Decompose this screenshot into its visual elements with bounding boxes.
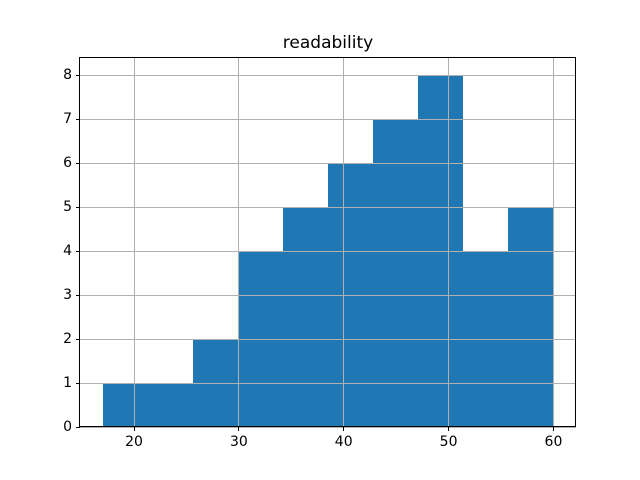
histogram-bar <box>102 383 148 428</box>
y-tick-label: 6 <box>63 155 72 172</box>
gridline-y <box>80 206 576 208</box>
y-tick-label: 0 <box>63 419 72 436</box>
gridline-y <box>80 250 576 252</box>
x-tick-label: 30 <box>229 434 248 451</box>
x-tick-label: 60 <box>544 434 563 451</box>
y-tick-label: 7 <box>63 111 72 128</box>
histogram-bar <box>147 383 193 428</box>
x-tick-mark <box>552 427 554 432</box>
gridline-x <box>238 57 240 428</box>
x-tick-mark <box>343 427 345 432</box>
y-tick-mark <box>76 206 80 208</box>
y-tick-label: 1 <box>63 375 72 392</box>
gridline-y <box>80 338 576 340</box>
gridline-x <box>343 57 345 428</box>
x-tick-label: 50 <box>439 434 458 451</box>
chart-title: readability <box>282 33 374 53</box>
y-tick-mark <box>76 294 80 296</box>
gridline-y <box>80 426 576 428</box>
y-tick-mark <box>76 426 80 428</box>
gridline-y <box>80 294 576 296</box>
gridline-y <box>80 118 576 120</box>
y-tick-mark <box>76 382 80 384</box>
y-tick-label: 5 <box>63 199 72 216</box>
x-tick-mark <box>238 427 240 432</box>
y-tick-label: 3 <box>63 287 72 304</box>
y-tick-mark <box>76 118 80 120</box>
x-tick-label: 40 <box>334 434 353 451</box>
x-tick-mark <box>133 427 135 432</box>
gridline-y <box>80 162 576 164</box>
x-tick-mark <box>448 427 450 432</box>
x-tick-label: 20 <box>125 434 143 451</box>
histogram-bar <box>508 207 554 428</box>
gridline-x <box>552 57 554 428</box>
gridline-x <box>133 57 135 428</box>
histogram-bar <box>373 119 419 428</box>
y-tick-mark <box>76 74 80 76</box>
y-tick-label: 2 <box>63 331 72 348</box>
y-tick-mark <box>76 162 80 164</box>
y-tick-label: 8 <box>63 67 72 84</box>
y-tick-label: 4 <box>63 243 72 260</box>
y-tick-mark <box>76 250 80 252</box>
gridline-y <box>80 382 576 384</box>
gridline-x <box>448 57 450 428</box>
y-tick-mark <box>76 338 80 340</box>
histogram-bar <box>282 207 328 428</box>
gridline-y <box>80 74 576 76</box>
